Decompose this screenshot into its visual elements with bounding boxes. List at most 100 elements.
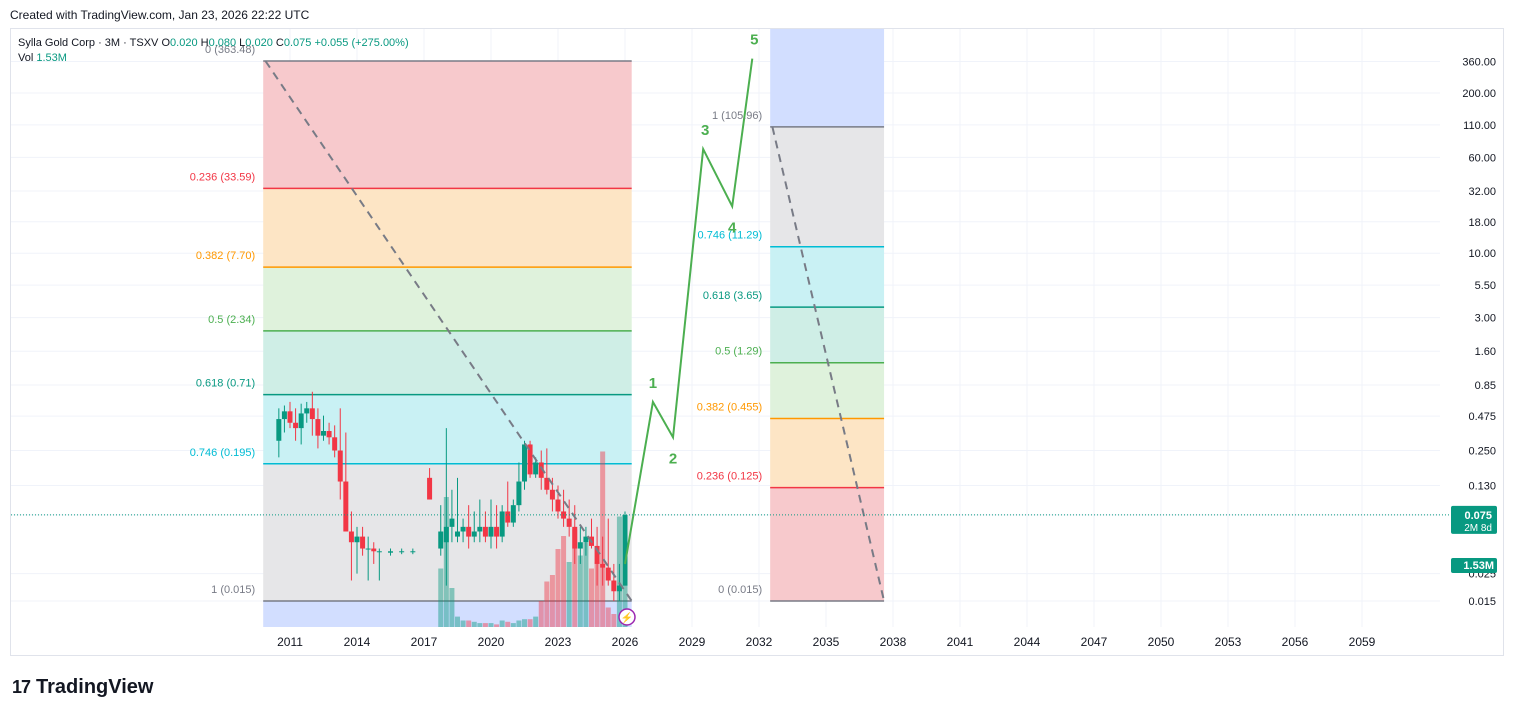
candle-body bbox=[276, 419, 282, 441]
candle-body bbox=[332, 437, 338, 451]
volume-bar bbox=[544, 581, 550, 627]
candle-body bbox=[572, 526, 578, 549]
volume-bar bbox=[466, 620, 472, 627]
elliott-wave-line bbox=[624, 58, 754, 565]
candle bbox=[538, 450, 544, 490]
candle-body bbox=[427, 477, 433, 500]
candle bbox=[477, 499, 483, 543]
candle-body bbox=[360, 536, 366, 549]
fib-right-zone bbox=[770, 126, 885, 247]
candle-body bbox=[544, 477, 550, 490]
candle bbox=[583, 526, 589, 556]
y-axis-tick-label: 3.00 bbox=[1475, 313, 1496, 325]
volume-bar bbox=[477, 623, 483, 627]
candle bbox=[482, 511, 488, 543]
fib-right-level-label: 0 (0.015) bbox=[718, 584, 762, 596]
candle bbox=[304, 401, 310, 423]
candle-body bbox=[611, 580, 617, 592]
legend-ohlc-row: Sylla Gold Corp · 3M · TSXV O0.020 H0.08… bbox=[18, 36, 409, 51]
candle-body bbox=[371, 548, 377, 552]
candle bbox=[360, 526, 366, 556]
tradingview-logo-icon: 17 bbox=[12, 677, 31, 697]
candle bbox=[287, 401, 293, 429]
candle bbox=[622, 511, 628, 586]
candle bbox=[337, 408, 343, 500]
fib-right-level-label: 0.382 (0.455) bbox=[697, 401, 762, 413]
candle-body bbox=[343, 481, 349, 532]
legend-open-value: 0.020 bbox=[170, 37, 198, 49]
tradingview-footer: 17 TradingView bbox=[12, 676, 153, 699]
x-axis-tick-label: 2029 bbox=[679, 635, 706, 649]
fib-left-level-label: 1 (0.015) bbox=[211, 584, 255, 596]
candle bbox=[466, 505, 472, 549]
y-axis-tick-label: 10.00 bbox=[1468, 248, 1496, 260]
legend-symbol[interactable]: Sylla Gold Corp · 3M · TSXV bbox=[18, 37, 159, 49]
last-price-tag bbox=[1451, 505, 1497, 534]
candle bbox=[611, 563, 617, 601]
candle-body bbox=[354, 536, 360, 543]
candle bbox=[399, 548, 405, 555]
y-axis-tick-label: 0.015 bbox=[1468, 596, 1496, 608]
fib-left-zone bbox=[263, 61, 632, 189]
volume-bar bbox=[561, 536, 567, 627]
candle bbox=[293, 408, 299, 441]
candle-body bbox=[522, 444, 527, 482]
candle-body bbox=[293, 422, 299, 429]
candle bbox=[332, 425, 338, 458]
volume-bar bbox=[583, 542, 589, 627]
trend-line-dashed bbox=[771, 126, 886, 602]
x-axis-tick-label: 2053 bbox=[1215, 635, 1242, 649]
created-with-header: Created with TradingView.com, Jan 23, 20… bbox=[10, 8, 310, 22]
volume-bar bbox=[611, 614, 617, 627]
candle-body bbox=[488, 526, 494, 537]
chart-frame bbox=[10, 28, 1504, 656]
legend-volume-row: Vol 1.53M bbox=[18, 51, 409, 66]
x-axis-tick-label: 2050 bbox=[1148, 635, 1175, 649]
volume-bar bbox=[510, 623, 516, 627]
fib-right-zone bbox=[770, 307, 885, 363]
x-axis-tick-label: 2047 bbox=[1081, 635, 1108, 649]
x-axis-tick-label: 2056 bbox=[1282, 635, 1309, 649]
last-volume-tag bbox=[1451, 558, 1497, 573]
candle bbox=[600, 536, 606, 586]
plot-area bbox=[263, 29, 886, 627]
volume-bar bbox=[533, 616, 539, 627]
fib-left-level-label: 0.382 (7.70) bbox=[196, 250, 255, 262]
candle bbox=[276, 408, 282, 458]
candle-body bbox=[281, 411, 287, 420]
wave-label: 3 bbox=[701, 122, 709, 139]
x-axis-tick-label: 2032 bbox=[746, 635, 773, 649]
candle bbox=[354, 526, 360, 574]
candle bbox=[566, 499, 572, 537]
candle-body bbox=[510, 505, 516, 523]
candle-body bbox=[455, 531, 460, 537]
candle-body bbox=[594, 545, 600, 564]
legend-volume-value: 1.53M bbox=[36, 52, 67, 64]
candle bbox=[499, 505, 505, 543]
y-axis-tick-label: 360.00 bbox=[1462, 57, 1496, 69]
candle bbox=[427, 468, 433, 500]
candle-body bbox=[499, 511, 505, 537]
legend-low-label: L bbox=[239, 37, 246, 49]
candle-body bbox=[600, 563, 606, 568]
candle-body bbox=[549, 489, 555, 500]
x-axis-tick-label: 2041 bbox=[947, 635, 974, 649]
candle bbox=[460, 518, 466, 543]
legend-low-value: 0.020 bbox=[245, 37, 273, 49]
chart-legend: Sylla Gold Corp · 3M · TSXV O0.020 H0.08… bbox=[18, 36, 409, 66]
candle bbox=[326, 422, 332, 445]
volume-bar bbox=[522, 619, 527, 627]
flash-icon bbox=[618, 608, 636, 626]
y-axis-tick-label: 0.250 bbox=[1468, 446, 1496, 458]
y-axis-tick-label: 18.00 bbox=[1468, 217, 1496, 229]
fib-right-top-zone bbox=[770, 29, 885, 127]
x-axis-tick-label: 2059 bbox=[1349, 635, 1376, 649]
candle bbox=[522, 440, 527, 490]
candle-body bbox=[443, 526, 449, 543]
volume-bar bbox=[471, 621, 477, 627]
candle-body bbox=[527, 444, 533, 475]
y-axis-tick-label: 32.00 bbox=[1468, 186, 1496, 198]
candle bbox=[605, 518, 611, 586]
wave-label: 4 bbox=[728, 219, 737, 236]
